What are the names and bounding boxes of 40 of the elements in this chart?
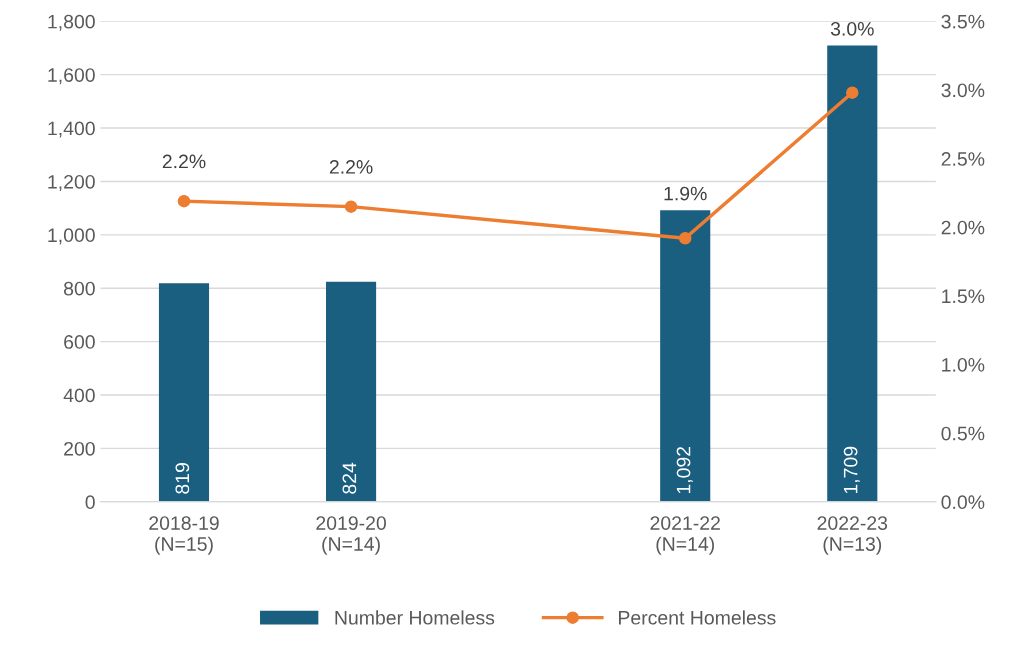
legend-label: Number Homeless (335, 610, 495, 625)
y2-tick-label: 0.0% (941, 495, 985, 510)
x-tick-label: 2018-19 (N=15) (149, 516, 219, 555)
bar (326, 281, 377, 502)
data-label: 1.9% (664, 186, 707, 201)
bar (827, 45, 878, 502)
y2-tick-label: 0.5% (941, 426, 985, 441)
bar (660, 210, 711, 502)
y-tick-label: 1,600 (48, 68, 95, 85)
y2-tick-label: 3.0% (941, 83, 985, 98)
y-tick-label: 1,000 (48, 228, 95, 245)
data-label: 824 (342, 462, 357, 494)
x-tick-label: 2019-20 (N=14) (316, 516, 386, 555)
y-tick-label: 800 (63, 281, 95, 296)
data-label: 2.2% (329, 160, 373, 174)
y2-tick-label: 1.0% (942, 357, 985, 372)
y2-tick-label: 1.5% (942, 289, 985, 304)
y2-tick-label: 2.0% (941, 220, 985, 235)
y2-tick-label: 2.5% (941, 152, 985, 166)
data-label: 2.2% (162, 154, 206, 169)
data-label: 1,709 (843, 446, 860, 494)
data-label: 1,092 (676, 446, 693, 494)
y-tick-label: 600 (64, 335, 95, 349)
x-tick-label: 2022-23 (N=13) (817, 516, 888, 555)
bar (158, 283, 210, 502)
y-tick-label: 1,200 (48, 174, 95, 191)
point (344, 200, 358, 213)
y-tick-label: 0 (85, 495, 95, 510)
y2-tick-label: 3.5% (941, 14, 985, 29)
y-tick-label: 1,400 (48, 121, 95, 138)
data-label: 3.0% (830, 21, 874, 36)
point (177, 194, 191, 208)
x-tick-label: 2021-22 (N=14) (650, 516, 720, 555)
point (846, 86, 859, 99)
point (678, 231, 692, 245)
data-label: 819 (175, 463, 190, 494)
legend-label: Percent Homeless (619, 610, 776, 625)
y-tick-label: 200 (64, 441, 95, 456)
y-tick-label: 400 (63, 388, 95, 403)
y-tick-label: 1,800 (48, 14, 95, 31)
